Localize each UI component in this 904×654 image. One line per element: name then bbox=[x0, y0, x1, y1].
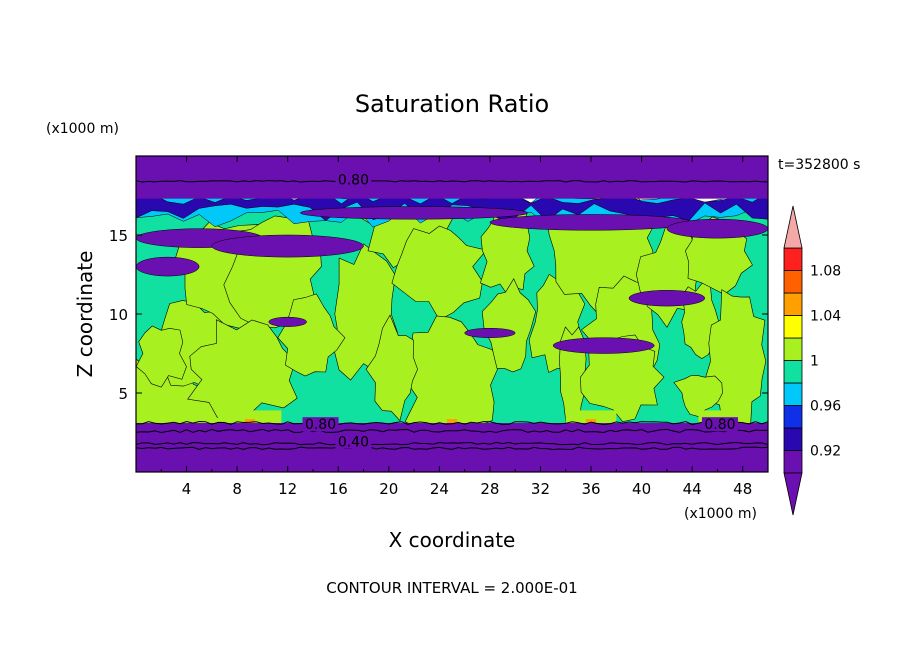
moist-streak bbox=[268, 316, 307, 327]
x-tick-label: 12 bbox=[278, 480, 297, 498]
x-tick-label: 32 bbox=[531, 480, 550, 498]
x-axis-label: X coordinate bbox=[389, 528, 516, 552]
x-tick-label: 40 bbox=[632, 480, 651, 498]
cell-base-peak bbox=[585, 419, 597, 424]
moist-streak bbox=[666, 218, 768, 239]
colorbar-segment bbox=[783, 292, 803, 316]
colorbar-tick-label: 0.92 bbox=[810, 444, 841, 460]
contour-label: 0.80 bbox=[305, 417, 336, 433]
x-tick-label: 24 bbox=[430, 480, 449, 498]
cell-base-peak bbox=[446, 419, 458, 424]
contour-label: 0.80 bbox=[338, 172, 369, 188]
moist-streak bbox=[300, 206, 529, 220]
cloud-cell-patch bbox=[391, 225, 487, 321]
x-tick-label: 8 bbox=[232, 480, 242, 498]
x-tick-label: 4 bbox=[182, 480, 192, 498]
contour-label: 0.40 bbox=[338, 435, 369, 451]
cloud-cell-patch bbox=[136, 325, 187, 388]
contour-label-bg bbox=[701, 417, 738, 432]
time-label: t=352800 s bbox=[778, 157, 860, 173]
x-axis-ticks: 4 8 12 16 20 24 28 32 36 40 44 48 bbox=[160, 156, 752, 498]
y-tick-label: 15 bbox=[109, 227, 128, 245]
colorbar-segment bbox=[783, 427, 803, 451]
chart-title: Saturation Ratio bbox=[355, 90, 549, 118]
moist-streak bbox=[136, 256, 200, 277]
x-tick-label: 44 bbox=[683, 480, 702, 498]
colorbar-segment bbox=[783, 247, 803, 271]
moist-streak bbox=[211, 234, 364, 258]
contour-label-bg bbox=[302, 417, 339, 432]
moist-streak bbox=[628, 290, 706, 307]
colorbar-segment bbox=[783, 315, 803, 339]
saturation-field bbox=[136, 156, 768, 472]
colorbar-segment bbox=[783, 382, 803, 406]
colorbar-segment bbox=[783, 405, 803, 429]
moist-streak bbox=[552, 337, 655, 354]
x-tick-label: 28 bbox=[480, 480, 499, 498]
cloud-cell-patch bbox=[365, 314, 418, 422]
y-units-label: (x1000 m) bbox=[46, 121, 119, 137]
colorbar-segment bbox=[783, 270, 803, 294]
contour-line-surface-b bbox=[136, 441, 768, 446]
cell-base-patch bbox=[218, 410, 282, 424]
contour-label-bg bbox=[335, 434, 372, 449]
cloud-cell-patch bbox=[187, 319, 298, 418]
colorbar-tick-label: 1 bbox=[810, 354, 819, 370]
moist-streak bbox=[489, 214, 693, 231]
contour-label: 0.80 bbox=[704, 417, 735, 433]
upper-layer-region bbox=[136, 156, 768, 199]
cell-base-peak bbox=[244, 419, 255, 424]
x-tick-label: 48 bbox=[733, 480, 752, 498]
colorbar-segment bbox=[783, 450, 803, 474]
moist-streak bbox=[464, 327, 516, 338]
x-tick-label: 20 bbox=[379, 480, 398, 498]
y-axis-ticks: 5 10 15 bbox=[109, 227, 768, 403]
colorbar-tick-label: 0.96 bbox=[810, 399, 841, 415]
colorbar: 0.92 0.96 1 1.04 1.08 bbox=[783, 205, 841, 516]
contour-line-upper bbox=[136, 179, 768, 183]
colorbar-under-arrow bbox=[783, 472, 803, 516]
contour-line-surface-c bbox=[136, 446, 768, 451]
cloud-cell-patch bbox=[673, 375, 723, 417]
y-tick-label: 10 bbox=[109, 306, 128, 324]
cloud-cell-patch bbox=[277, 293, 346, 377]
colorbar-tick-label: 1.04 bbox=[810, 309, 841, 325]
contour-line-surface-a bbox=[136, 428, 768, 434]
x-tick-label: 36 bbox=[581, 480, 600, 498]
y-axis-label: Z coordinate bbox=[73, 251, 97, 378]
cell-base-patch bbox=[423, 410, 481, 424]
colorbar-segment bbox=[783, 360, 803, 384]
cell-base-patch bbox=[565, 410, 617, 424]
y-tick-label: 5 bbox=[118, 385, 128, 403]
contour-line-layer-top bbox=[136, 420, 768, 426]
x-units-label: (x1000 m) bbox=[684, 506, 757, 522]
contour-labels: 0.800.80 0.800.40 bbox=[302, 172, 738, 451]
contour-interval-note: CONTOUR INTERVAL = 2.000E-01 bbox=[326, 579, 577, 597]
contour-label-bg bbox=[335, 172, 372, 187]
colorbar-over-arrow bbox=[783, 205, 803, 249]
colorbar-segment bbox=[783, 337, 803, 361]
colorbar-tick-label: 1.08 bbox=[810, 264, 841, 280]
x-tick-label: 16 bbox=[329, 480, 348, 498]
